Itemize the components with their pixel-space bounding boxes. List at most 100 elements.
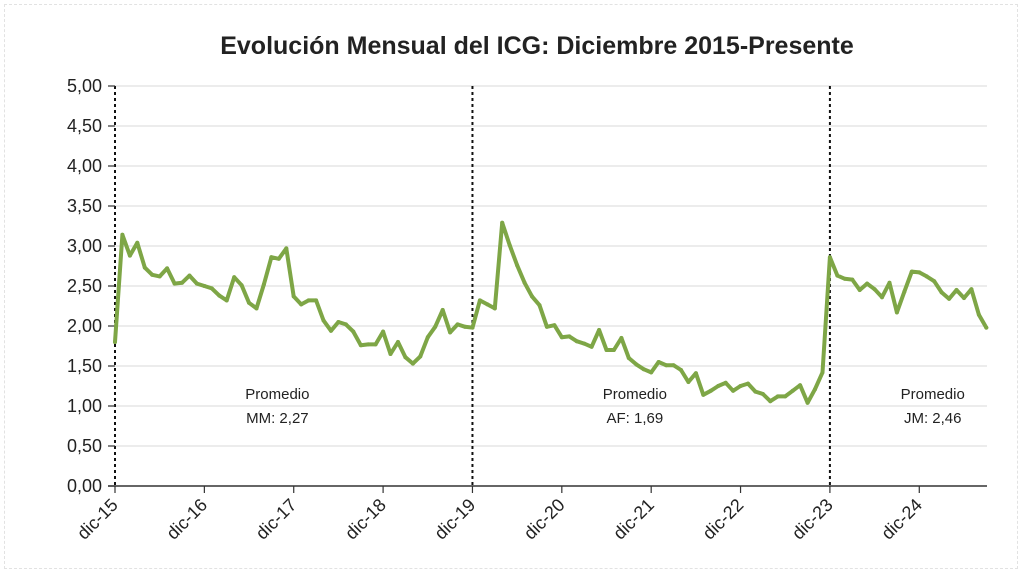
y-tick-label: 1,50	[67, 356, 102, 376]
data-point	[924, 274, 929, 279]
data-point	[604, 348, 609, 352]
data-point	[850, 277, 855, 282]
data-point	[209, 286, 214, 291]
data-point	[217, 293, 222, 298]
data-point	[917, 270, 922, 275]
y-tick-label: 3,00	[67, 236, 102, 256]
data-point	[835, 273, 840, 278]
data-point	[611, 348, 616, 352]
data-point	[969, 287, 974, 292]
data-point	[902, 289, 907, 294]
x-tick-label: dic-21	[609, 495, 658, 544]
data-point	[760, 392, 765, 396]
data-point	[515, 263, 520, 268]
data-point	[358, 343, 363, 348]
x-tick-label: dic-18	[341, 495, 390, 544]
data-point	[180, 280, 184, 285]
y-tick-label: 4,00	[67, 156, 102, 176]
data-point	[768, 399, 773, 404]
data-point	[530, 294, 534, 299]
series-line-icg	[113, 220, 989, 405]
data-point	[738, 384, 743, 388]
data-point	[932, 279, 937, 284]
data-point	[813, 387, 817, 392]
data-point	[753, 389, 758, 394]
data-point	[574, 339, 579, 344]
data-point	[202, 284, 207, 288]
data-point	[954, 288, 959, 292]
data-point	[909, 269, 914, 274]
x-tick-label: dic-16	[162, 495, 211, 544]
data-point	[172, 281, 177, 286]
data-point	[187, 273, 192, 278]
data-point	[366, 342, 371, 347]
data-point	[671, 363, 676, 368]
data-point	[522, 280, 527, 285]
data-point	[731, 388, 736, 393]
x-tick-label: dic-20	[520, 495, 569, 544]
data-point	[455, 322, 460, 327]
data-point	[291, 294, 296, 299]
x-tick-label: dic-23	[788, 495, 837, 544]
data-point	[247, 300, 251, 305]
average-label-title: Promedio	[603, 386, 667, 403]
data-point	[224, 298, 229, 303]
series-layer	[113, 220, 989, 405]
y-tick-label: 0,50	[67, 436, 102, 456]
data-point	[165, 266, 170, 271]
data-point	[872, 287, 877, 292]
data-point	[321, 318, 326, 323]
average-label-value: AF: 1,69	[606, 410, 663, 427]
data-point	[239, 283, 244, 288]
data-point	[693, 371, 698, 376]
data-point	[477, 298, 482, 303]
data-point	[947, 296, 952, 301]
data-point	[679, 368, 683, 372]
data-point	[127, 253, 132, 258]
data-point	[492, 306, 497, 311]
data-point	[798, 383, 803, 388]
data-point	[410, 361, 415, 366]
data-point	[552, 323, 557, 328]
data-point	[433, 324, 438, 329]
data-point	[641, 367, 646, 372]
data-point	[626, 356, 631, 360]
average-label-value: JM: 2,46	[904, 410, 962, 427]
data-point	[269, 255, 274, 260]
data-point	[887, 280, 892, 285]
data-point	[425, 335, 430, 340]
data-point	[634, 362, 639, 367]
data-point	[306, 298, 311, 303]
data-point	[723, 380, 728, 385]
data-point	[150, 272, 155, 277]
data-point	[470, 325, 475, 330]
data-point	[820, 370, 825, 375]
data-point	[664, 363, 669, 368]
data-point	[842, 276, 847, 281]
data-point	[976, 312, 981, 317]
data-point	[597, 328, 602, 332]
data-point	[716, 384, 721, 388]
y-axis-ticks: 0,00 0,50 1,00 1,50 2,00 2,50 3,00 3,50 4,00 4,50…	[67, 76, 115, 496]
data-point	[619, 336, 624, 340]
data-point	[559, 335, 564, 340]
data-point	[329, 328, 333, 333]
data-point	[396, 340, 400, 344]
data-point	[775, 394, 780, 399]
y-tick-label: 2,00	[67, 316, 102, 336]
x-tick-label: dic-17	[252, 495, 301, 544]
y-tick-label: 5,00	[67, 76, 102, 96]
x-tick-label: dic-15	[73, 495, 122, 544]
data-point	[939, 290, 944, 295]
annotations: Promedio MM: 2,27 Promedio AF: 1,69 Promedio…	[245, 386, 965, 427]
data-point	[582, 341, 587, 346]
data-point	[507, 243, 512, 248]
data-point	[448, 330, 453, 335]
y-tick-label: 4,50	[67, 116, 102, 136]
data-point	[440, 308, 445, 312]
y-tick-label: 3,50	[67, 196, 102, 216]
data-point	[567, 334, 572, 339]
data-point	[120, 232, 125, 237]
y-tick-label: 2,50	[67, 276, 102, 296]
